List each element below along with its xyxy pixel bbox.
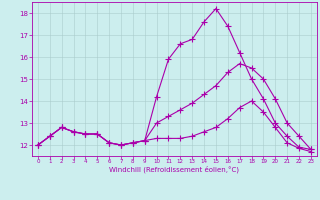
X-axis label: Windchill (Refroidissement éolien,°C): Windchill (Refroidissement éolien,°C)	[109, 165, 239, 173]
